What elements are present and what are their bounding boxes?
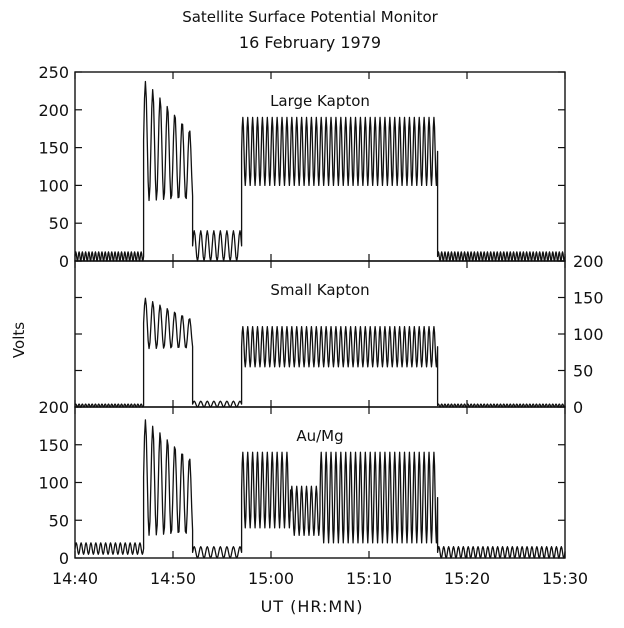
y-tick-label: 50 — [573, 362, 593, 381]
x-tick-label: 14:50 — [150, 569, 196, 588]
y-tick-label: 150 — [38, 436, 69, 455]
x-axis-label: UT (HR:MN) — [261, 597, 364, 616]
y-tick-label: 150 — [573, 289, 604, 308]
y-tick-label: 150 — [38, 139, 69, 158]
y-axis-label: Volts — [10, 322, 28, 358]
y-tick-label: 100 — [573, 325, 604, 344]
chart-subtitle: 16 February 1979 — [239, 33, 381, 52]
series-line — [74, 297, 566, 408]
chart-title: Satellite Surface Potential Monitor — [182, 8, 438, 26]
y-tick-label: 0 — [59, 252, 69, 271]
series-line — [74, 419, 566, 559]
y-tick-label: 50 — [49, 214, 69, 233]
chart-panels: 0 50 100 150 200 250 Large Kapton 0 50 100 150 200 S… — [38, 63, 603, 588]
x-tick-label: 15:30 — [542, 569, 588, 588]
y-tick-label: 100 — [38, 474, 69, 493]
series-line — [74, 80, 566, 262]
series-label: Small Kapton — [270, 281, 369, 299]
series-label: Large Kapton — [270, 92, 370, 110]
y-tick-label: 200 — [38, 398, 69, 417]
x-tick-label: 15:10 — [346, 569, 392, 588]
series-label: Au/Mg — [296, 427, 343, 445]
y-tick-label: 200 — [573, 252, 604, 271]
y-tick-label: 200 — [38, 101, 69, 120]
y-tick-label: 0 — [573, 398, 583, 417]
y-tick-label: 50 — [49, 511, 69, 530]
x-tick-label: 14:40 — [52, 569, 98, 588]
x-tick-label: 15:00 — [248, 569, 294, 588]
x-tick-label: 15:20 — [444, 569, 490, 588]
y-tick-label: 250 — [38, 63, 69, 82]
y-tick-label: 0 — [59, 549, 69, 568]
y-tick-label: 100 — [38, 176, 69, 195]
